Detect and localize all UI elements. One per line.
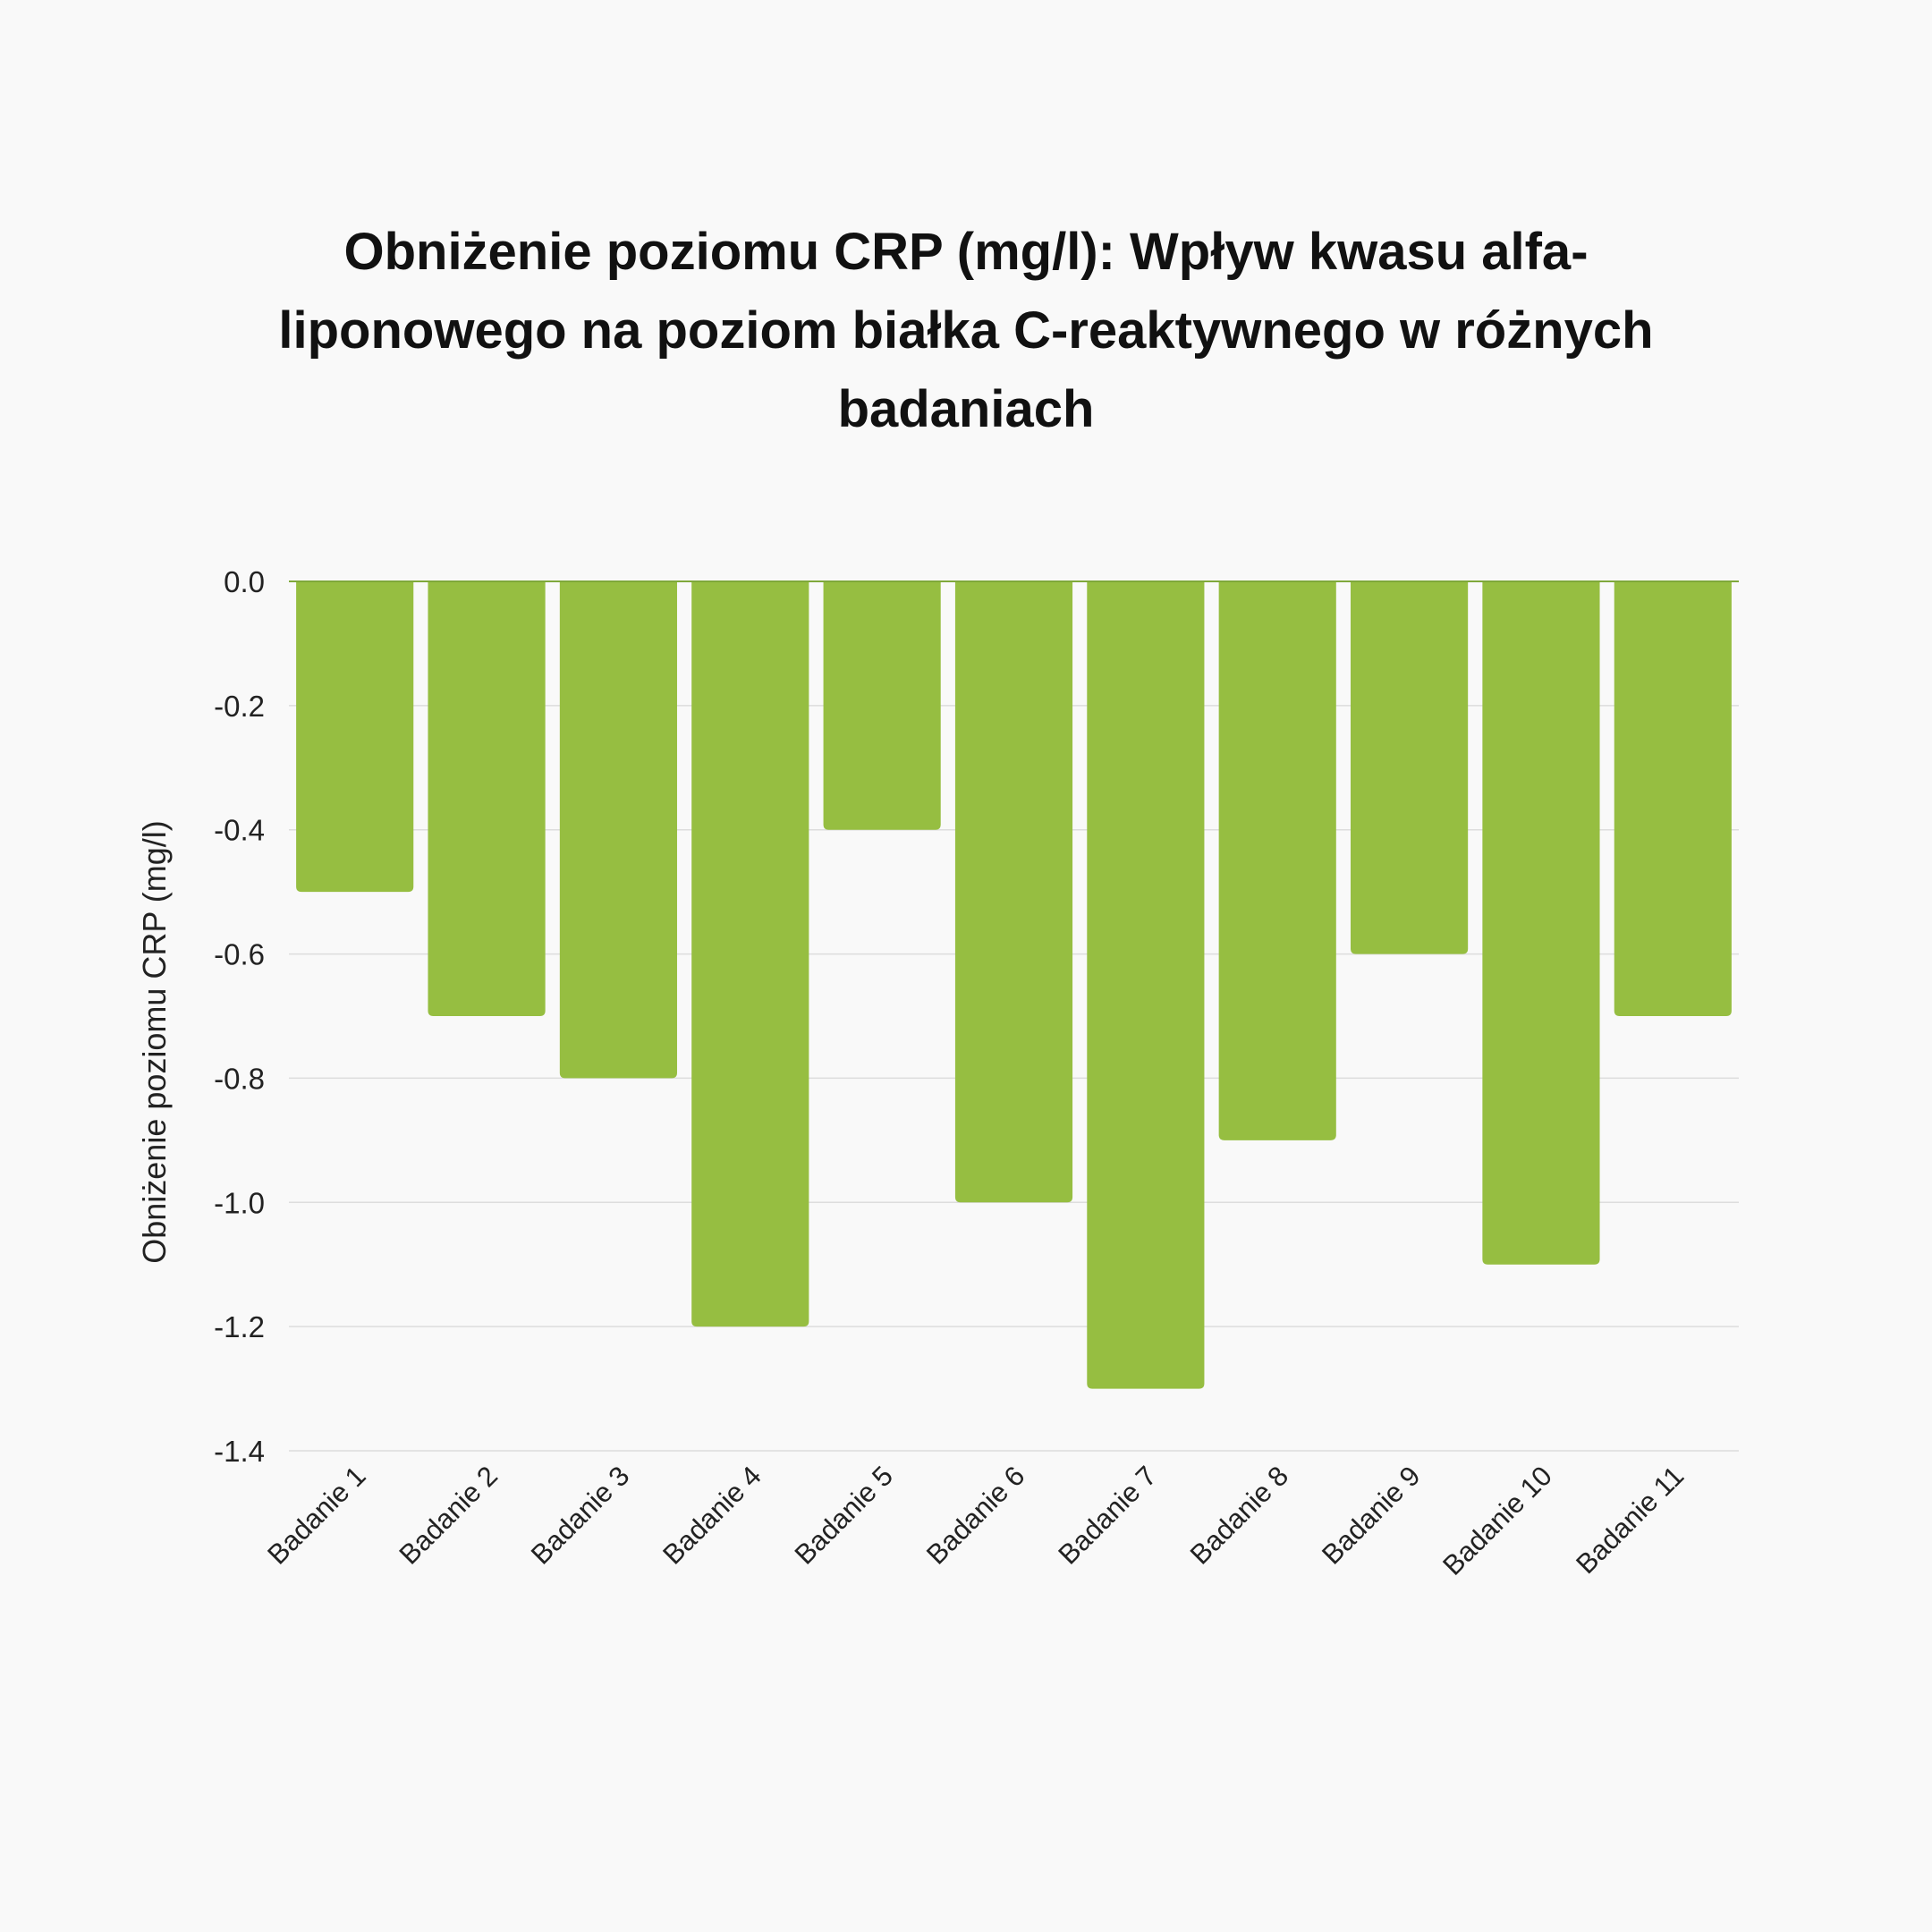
x-tick-label: Badanie 3 bbox=[525, 1460, 635, 1570]
bar bbox=[1482, 581, 1600, 1265]
y-axis-label: Obniżenie poziomu CRP (mg/l) bbox=[136, 820, 173, 1264]
y-tick-label: 0.0 bbox=[224, 565, 265, 598]
y-axis-ticks: 0.0 -0.2 -0.4 -0.6 -0.8 -1.0 -1.2 -1.4 bbox=[214, 565, 265, 1468]
x-tick-label: Badanie 2 bbox=[394, 1460, 504, 1570]
x-tick-label: Badanie 10 bbox=[1436, 1460, 1558, 1581]
x-tick-label: Badanie 7 bbox=[1052, 1460, 1162, 1570]
bar bbox=[823, 581, 941, 830]
x-tick-label: Badanie 11 bbox=[1570, 1460, 1690, 1580]
x-tick-label: Badanie 9 bbox=[1316, 1460, 1426, 1570]
y-tick-label: -0.6 bbox=[214, 938, 265, 971]
y-tick-label: -0.2 bbox=[214, 690, 265, 723]
x-tick-label: Badanie 1 bbox=[261, 1460, 371, 1570]
bar bbox=[428, 581, 546, 1016]
bar bbox=[1218, 581, 1336, 1140]
y-tick-label: -1.4 bbox=[214, 1435, 265, 1468]
bar bbox=[1614, 581, 1732, 1016]
bar bbox=[1351, 581, 1469, 954]
x-tick-label: Badanie 8 bbox=[1184, 1460, 1294, 1570]
bar bbox=[691, 581, 809, 1327]
bar bbox=[954, 581, 1073, 1203]
y-tick-label: -1.0 bbox=[214, 1186, 265, 1219]
bar bbox=[296, 581, 414, 893]
bar bbox=[1087, 581, 1205, 1389]
y-tick-label: -1.2 bbox=[214, 1310, 265, 1343]
x-tick-label: Badanie 6 bbox=[920, 1460, 1030, 1570]
y-tick-label: -0.4 bbox=[214, 814, 265, 847]
x-tick-label: Badanie 4 bbox=[657, 1460, 767, 1570]
y-tick-label: -0.8 bbox=[214, 1062, 265, 1095]
bars bbox=[289, 580, 1739, 1389]
chart-title: Obniżenie poziomu CRP (mg/l): Wpływ kwas… bbox=[278, 223, 1654, 438]
x-tick-label: Badanie 5 bbox=[789, 1460, 899, 1570]
x-axis-categories: Badanie 1 Badanie 2 Badanie 3 Badanie 4 Bada… bbox=[261, 1460, 1690, 1581]
bar bbox=[559, 581, 677, 1079]
